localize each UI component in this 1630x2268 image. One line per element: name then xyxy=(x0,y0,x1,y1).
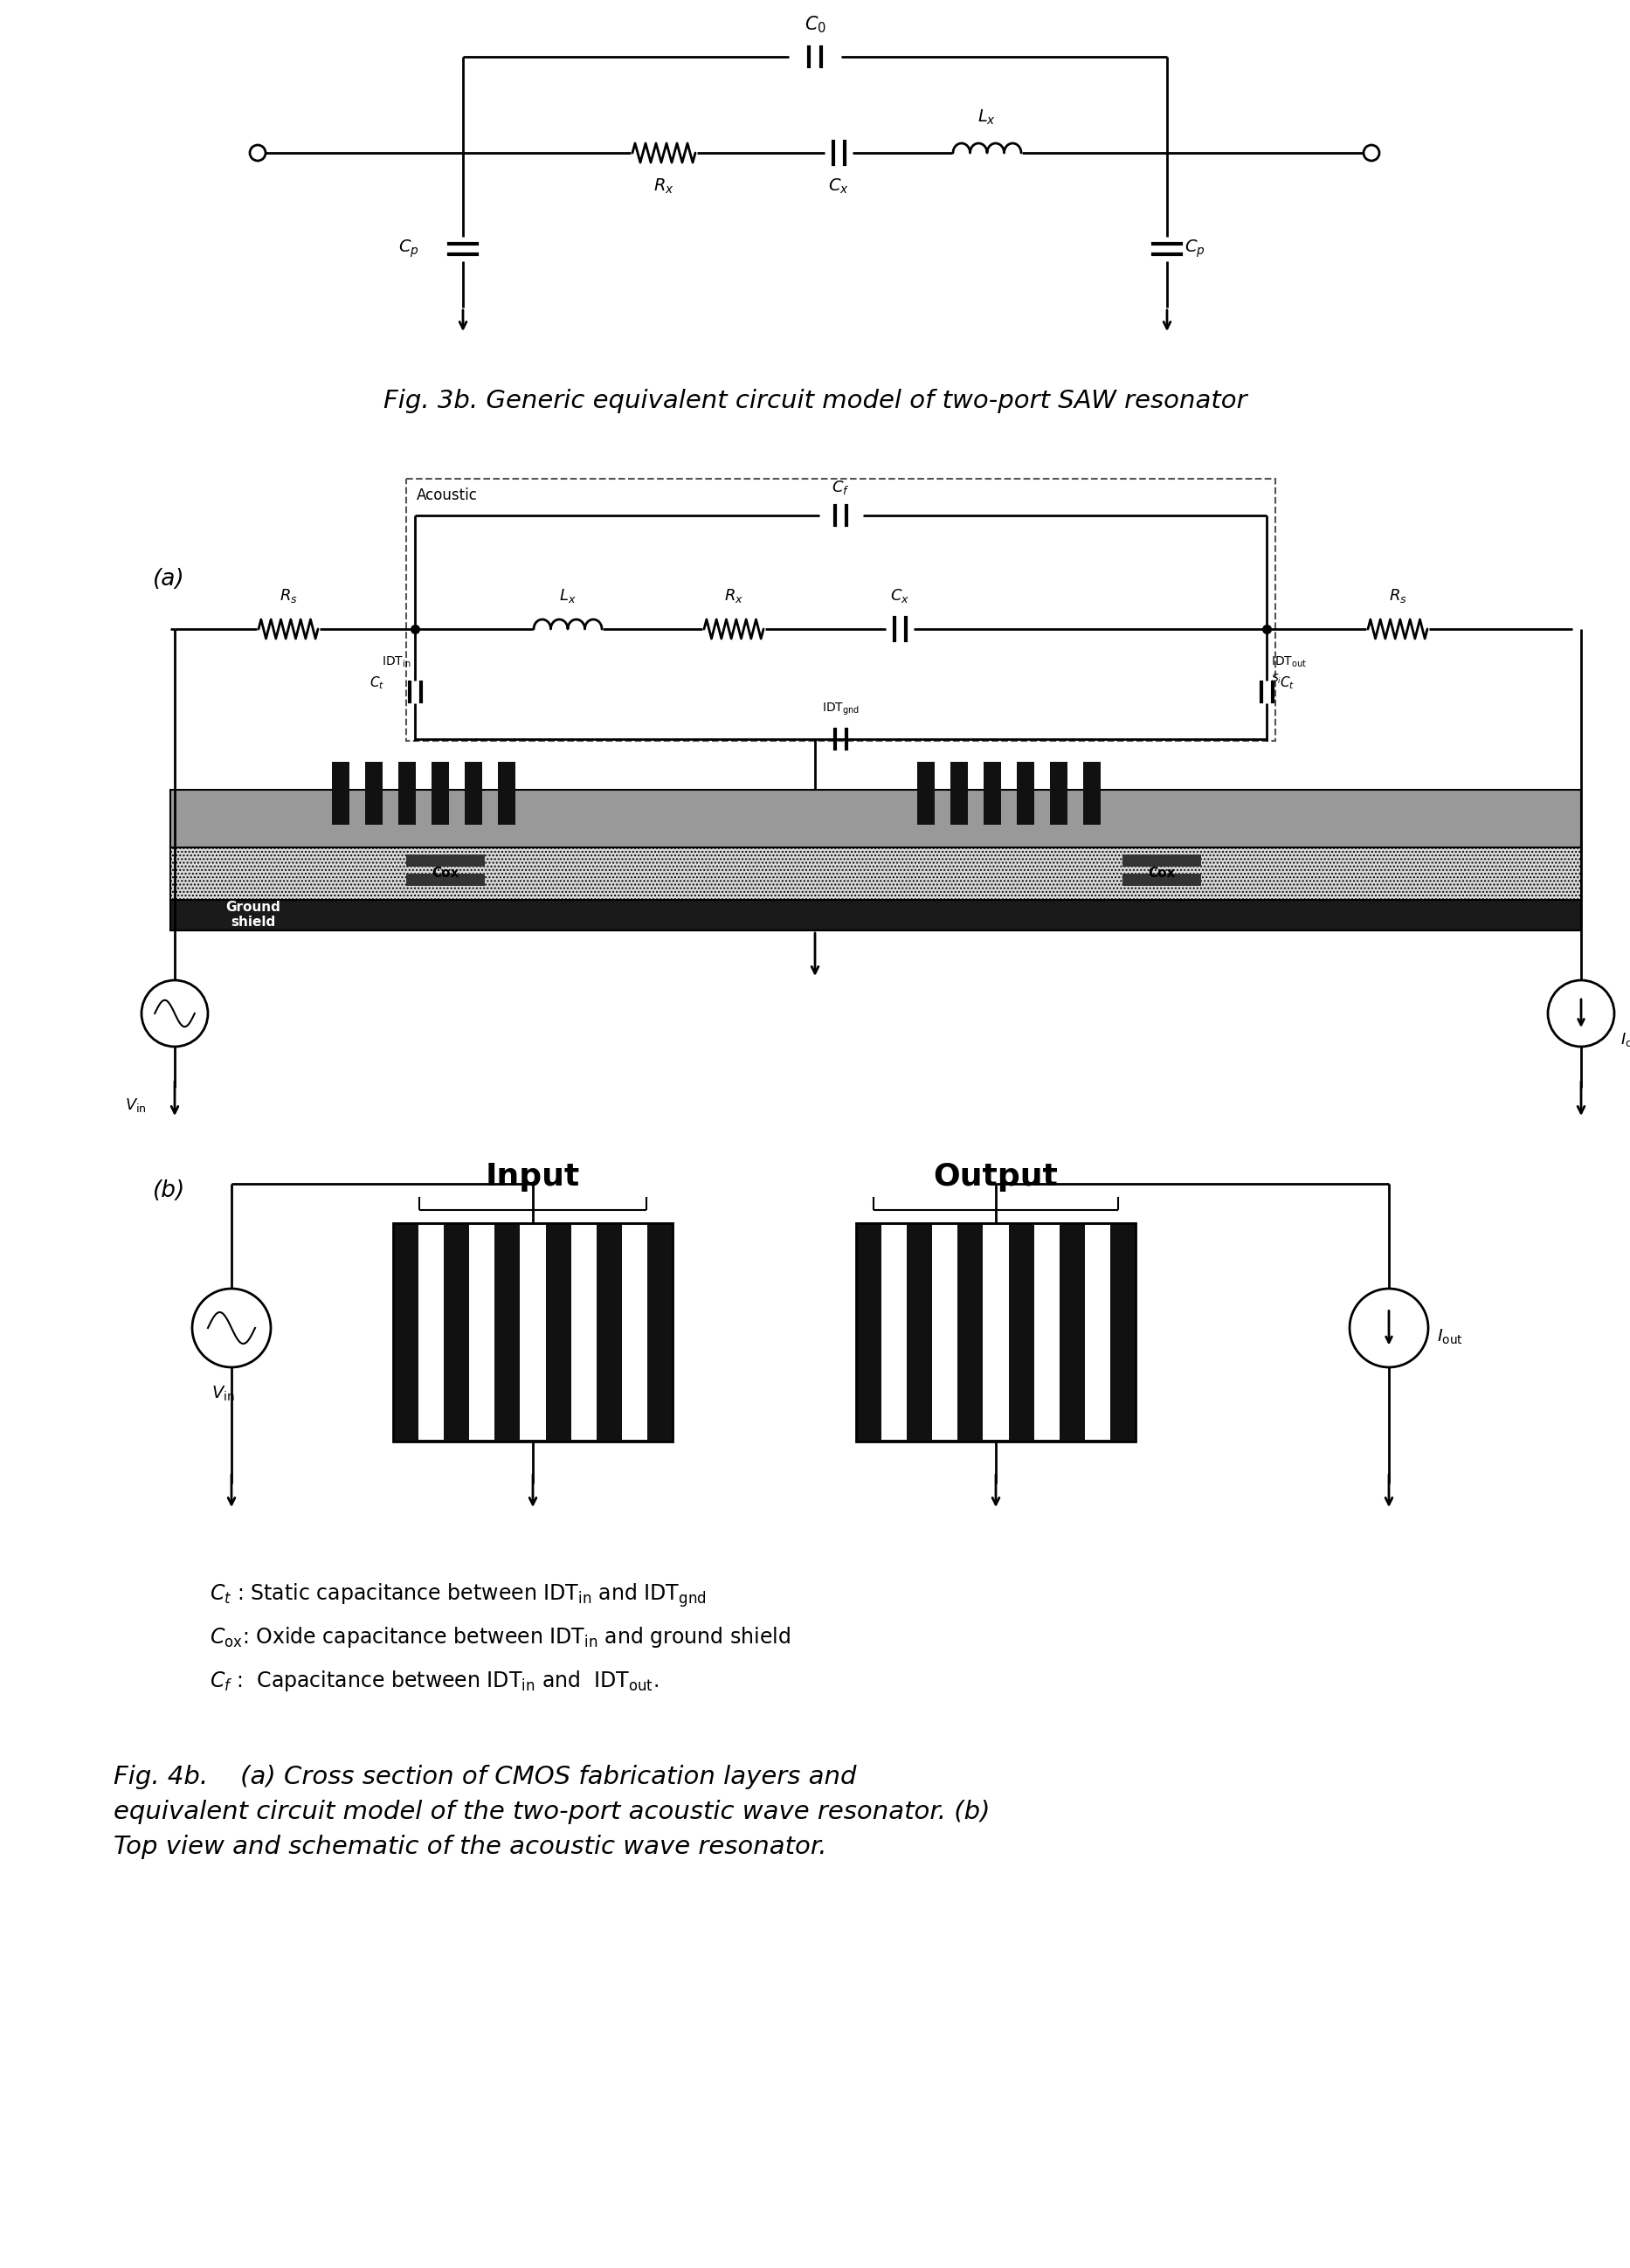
Bar xyxy=(918,762,934,826)
Bar xyxy=(406,855,484,866)
Bar xyxy=(1123,855,1201,866)
Bar xyxy=(171,848,1581,900)
Bar xyxy=(932,1225,958,1440)
Bar xyxy=(465,762,482,826)
Text: $R_x$: $R_x$ xyxy=(724,587,743,606)
Text: Fig. 3b. Generic equivalent circuit model of two-port SAW resonator: Fig. 3b. Generic equivalent circuit mode… xyxy=(383,388,1247,413)
Text: IDT$_{\rm in}$: IDT$_{\rm in}$ xyxy=(381,655,411,669)
Bar xyxy=(393,1222,673,1442)
Bar xyxy=(1050,762,1068,826)
Bar xyxy=(406,479,1275,742)
Bar xyxy=(520,1225,546,1440)
Text: $C_x$: $C_x$ xyxy=(828,177,849,195)
Text: $C_p$: $C_p$ xyxy=(1185,238,1205,261)
Bar xyxy=(621,1225,647,1440)
Bar xyxy=(406,873,484,887)
Text: $S_i$: $S_i$ xyxy=(1271,674,1281,685)
Text: Output: Output xyxy=(934,1161,1058,1191)
Text: IDT$_{\rm gnd}$: IDT$_{\rm gnd}$ xyxy=(822,701,859,717)
Bar xyxy=(365,762,383,826)
Bar xyxy=(419,1225,443,1440)
Bar xyxy=(333,762,349,826)
Bar xyxy=(570,1225,597,1440)
Bar xyxy=(469,1225,496,1440)
Text: $C_{\rm ox}$: Oxide capacitance between IDT$_{\rm in}$ and ground shield: $C_{\rm ox}$: Oxide capacitance between … xyxy=(210,1624,791,1649)
Bar xyxy=(1123,873,1201,887)
Bar xyxy=(1033,1225,1060,1440)
Text: $C_f$ :  Capacitance between IDT$_{\rm in}$ and  IDT$_{\rm out}$.: $C_f$ : Capacitance between IDT$_{\rm in… xyxy=(210,1669,659,1694)
Bar xyxy=(882,1225,906,1440)
Text: Input: Input xyxy=(486,1161,580,1191)
Text: $C_t$: $C_t$ xyxy=(1280,674,1294,692)
Text: $I_{\rm out}$: $I_{\rm out}$ xyxy=(1620,1032,1630,1048)
Bar xyxy=(983,1225,1009,1440)
Bar xyxy=(497,762,515,826)
Text: Fig. 4b.    (a) Cross section of CMOS fabrication layers and
equivalent circuit : Fig. 4b. (a) Cross section of CMOS fabri… xyxy=(114,1765,989,1860)
Bar xyxy=(856,1222,1136,1442)
Bar xyxy=(432,762,448,826)
Text: $C_0$: $C_0$ xyxy=(804,14,826,34)
Text: Cox: Cox xyxy=(1148,866,1175,880)
Text: Ground
shield: Ground shield xyxy=(227,900,280,930)
Text: $R_x$: $R_x$ xyxy=(654,177,675,195)
Bar xyxy=(1084,1225,1110,1440)
Bar xyxy=(983,762,1001,826)
Text: $C_f$: $C_f$ xyxy=(831,479,849,497)
Text: $V_{\rm in}$: $V_{\rm in}$ xyxy=(212,1386,235,1404)
Text: $R_s$: $R_s$ xyxy=(1389,587,1407,606)
Text: (b): (b) xyxy=(153,1179,186,1202)
Text: $L_x$: $L_x$ xyxy=(559,587,577,606)
Text: IDT$_{\rm out}$: IDT$_{\rm out}$ xyxy=(1271,655,1307,669)
Bar xyxy=(171,900,1581,930)
Text: $C_t$: $C_t$ xyxy=(370,674,385,692)
Bar xyxy=(950,762,968,826)
Text: $R_s$: $R_s$ xyxy=(279,587,297,606)
Bar xyxy=(1084,762,1100,826)
Text: Cox: Cox xyxy=(432,866,460,880)
Text: (a): (a) xyxy=(153,567,184,590)
Text: $V_{\rm in}$: $V_{\rm in}$ xyxy=(124,1095,147,1114)
Bar xyxy=(398,762,416,826)
Text: $I_{\rm out}$: $I_{\rm out}$ xyxy=(1438,1327,1464,1345)
Text: $C_t$ : Static capacitance between IDT$_{\rm in}$ and IDT$_{\rm gnd}$: $C_t$ : Static capacitance between IDT$_… xyxy=(210,1581,706,1608)
Text: Acoustic: Acoustic xyxy=(417,488,478,503)
Bar xyxy=(1017,762,1035,826)
Text: $L_x$: $L_x$ xyxy=(978,109,996,127)
Bar xyxy=(171,789,1581,848)
Text: $C_p$: $C_p$ xyxy=(399,238,419,261)
Text: $C_x$: $C_x$ xyxy=(890,587,910,606)
